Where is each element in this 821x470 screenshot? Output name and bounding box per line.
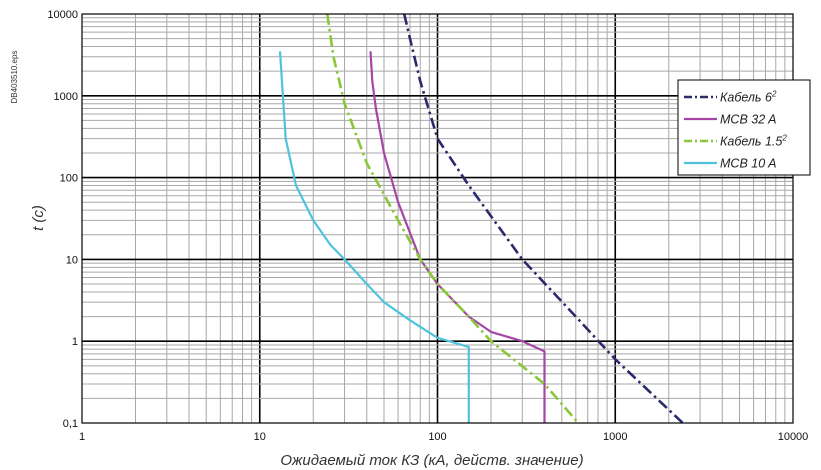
legend-label-1: Кабель 62 [720,90,777,105]
y-tick-label: 1000 [54,91,78,103]
y-tick-label: 10 [66,254,78,266]
y-tick-label: 100 [60,173,78,185]
y-tick-label: 1 [72,336,78,348]
series-line-3 [326,13,580,424]
x-axis-label: Ожидаемый ток КЗ (кА, действ. значение) [280,452,583,469]
legend-label-4: MCB 10 A [720,157,777,171]
y-tick-label: 0,1 [63,418,78,430]
x-tick-label: 1000 [603,431,627,443]
y-axis-label: t (c) [30,205,47,231]
x-tick-label: 100 [428,431,446,443]
legend-label-2: MCB 32 A [720,113,777,127]
series-line-1 [402,13,684,424]
x-tick-label: 10 [254,431,266,443]
series-group [278,13,684,424]
legend: Кабель 62 MCB 32 A Кабель 1.52 MCB 10 A [677,79,811,176]
legend-label-3: Кабель 1.52 [720,134,787,149]
x-tick-label: 1 [79,431,85,443]
side-code: DB403510.eps [10,51,19,104]
series-line-4 [278,51,470,423]
x-tick-label: 10000 [778,431,809,443]
plot-frame [81,13,794,424]
y-tick-label: 10000 [47,9,78,21]
